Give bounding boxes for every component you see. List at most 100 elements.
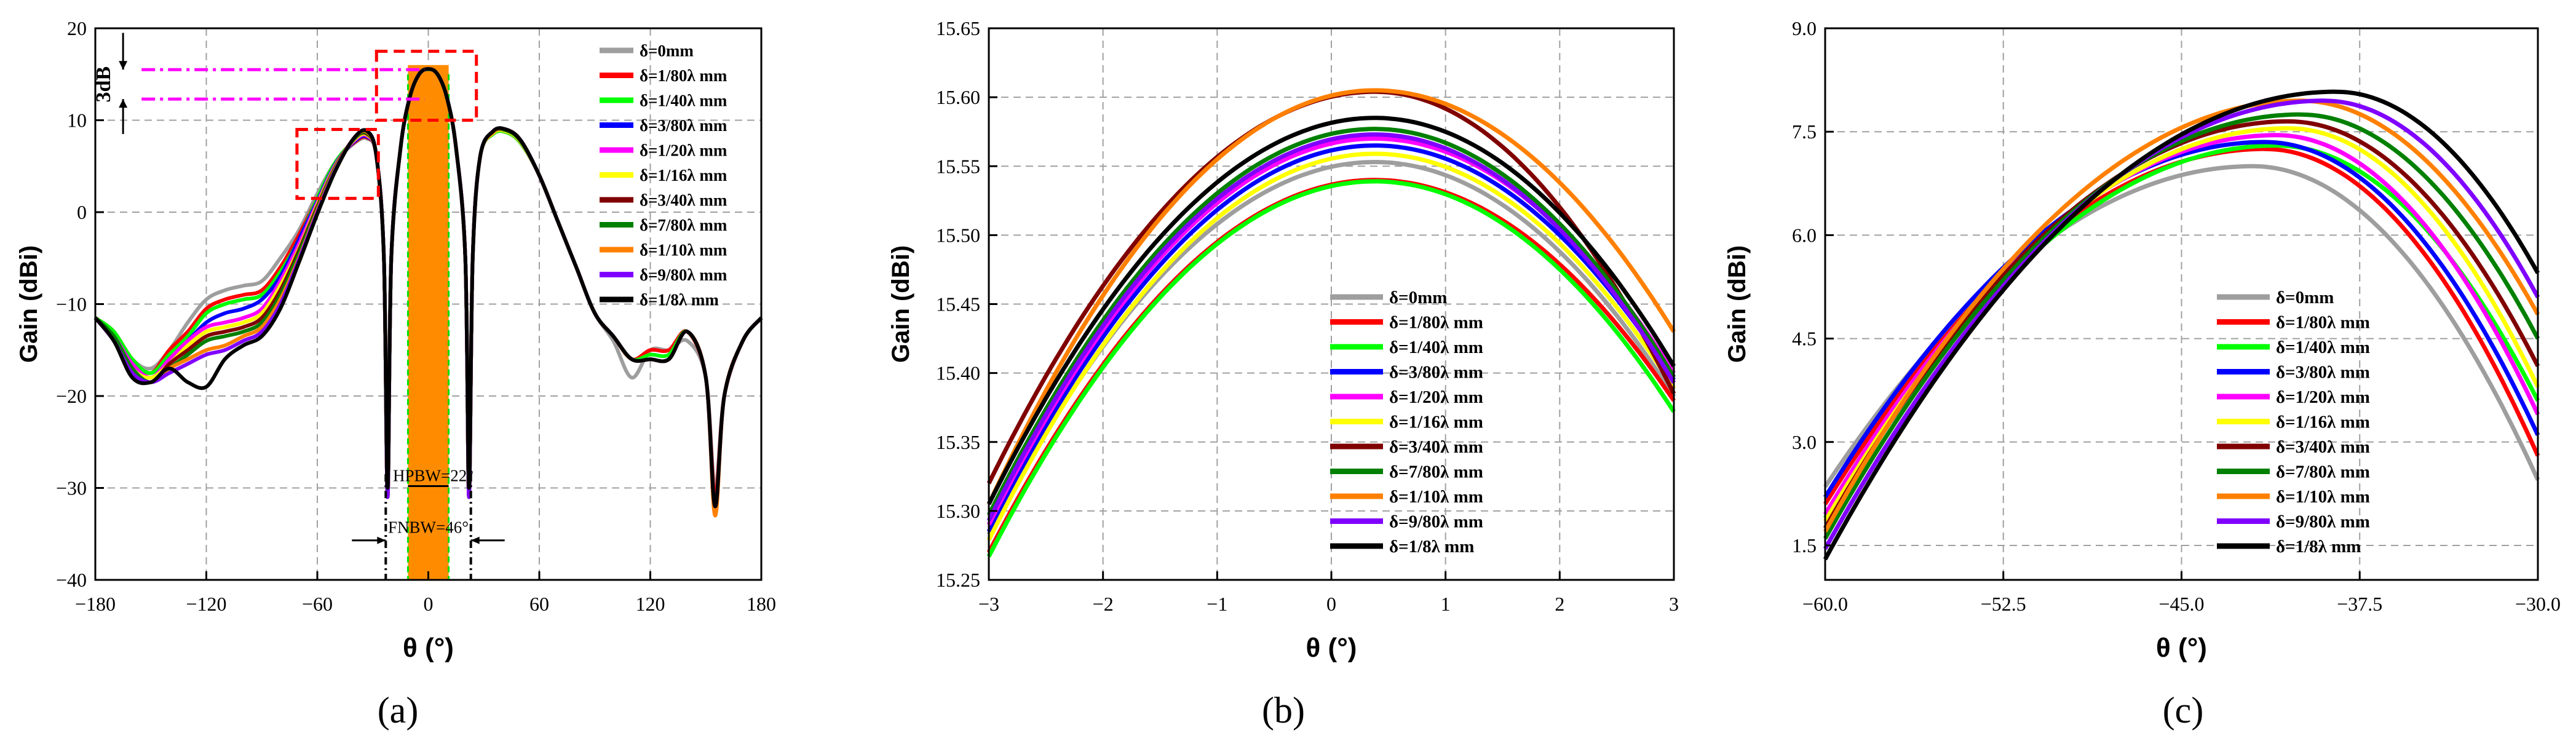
- y-tick-label: −30: [56, 477, 87, 499]
- legend-label: δ=0mm: [640, 41, 694, 60]
- legend-label: δ=1/10λ mm: [2276, 487, 2370, 507]
- series-line: [986, 132, 1676, 522]
- legend-label: δ=3/40λ mm: [640, 191, 727, 209]
- series-line: [986, 179, 1676, 558]
- y-tick-label: 15.55: [936, 155, 980, 177]
- x-tick-label: −3: [978, 593, 999, 615]
- legend-label: δ=1/80λ mm: [2276, 313, 2370, 333]
- y-tick-label: 15.50: [936, 224, 980, 246]
- legend-label: δ=1/16λ mm: [1389, 413, 1483, 432]
- legend-label: δ=3/40λ mm: [2276, 437, 2370, 457]
- legend-label: δ=1/10λ mm: [640, 240, 727, 259]
- y-tick-label: 20: [67, 17, 87, 39]
- legend-label: δ=0mm: [1389, 288, 1447, 307]
- fnbw-label: FNBW=46°: [388, 518, 469, 537]
- x-tick-label: −37.5: [2337, 593, 2382, 615]
- panel-label: (a): [378, 690, 419, 731]
- legend: δ=0mm δ=1/80λ mm δ=1/40λ mm δ=3/80λ mm δ=1/2…: [1330, 288, 1483, 557]
- legend-label: δ=9/80λ mm: [1389, 512, 1483, 532]
- series-line: [1823, 98, 2540, 550]
- series-line: [986, 143, 1676, 533]
- series-line: [1823, 98, 2540, 533]
- y-tick-label: 4.5: [1792, 328, 1817, 350]
- legend-label: δ=9/80λ mm: [2276, 512, 2370, 532]
- y-tick-label: 15.35: [936, 431, 980, 453]
- main-lobe-box: [375, 49, 478, 122]
- legend-label: δ=3/40λ mm: [1389, 437, 1483, 457]
- legend-label: δ=7/80λ mm: [640, 216, 727, 234]
- x-tick-label: 0: [424, 593, 434, 615]
- panel-label: (b): [1262, 690, 1305, 731]
- x-tick-label: −45.0: [2158, 593, 2204, 615]
- series-line: [1823, 112, 2540, 540]
- legend-label: δ=1/80λ mm: [640, 66, 727, 85]
- panel-2: δ=0mm δ=1/80λ mm δ=1/40λ mm δ=3/80λ mm δ=1/2…: [887, 17, 1679, 731]
- y-tick-label: 9.0: [1792, 17, 1817, 39]
- legend-label: δ=1/40λ mm: [640, 91, 727, 109]
- series-line: [986, 151, 1676, 541]
- fnbw-arrowhead-right: [470, 536, 480, 544]
- legend-label: δ=1/20λ mm: [640, 141, 727, 159]
- y-tick-label: 10: [67, 109, 87, 132]
- legend-label: δ=1/10λ mm: [1389, 487, 1483, 507]
- legend-label: δ=1/8λ mm: [640, 290, 719, 309]
- legend-label: δ=1/8λ mm: [2276, 537, 2361, 557]
- legend-label: δ=0mm: [2276, 288, 2334, 307]
- series-group: [1823, 89, 2540, 561]
- x-tick-label: 1: [1441, 593, 1451, 615]
- gridlines: [1825, 28, 2538, 580]
- series-group: [93, 66, 763, 518]
- legend-label: δ=1/80λ mm: [1389, 313, 1483, 333]
- legend-label: δ=1/20λ mm: [2276, 387, 2370, 407]
- x-tick-label: 0: [1326, 593, 1336, 615]
- legend-label: δ=1/20λ mm: [1389, 387, 1483, 407]
- x-tick-label: −1: [1207, 593, 1227, 615]
- y-tick-label: 15.60: [936, 86, 980, 108]
- y-tick-label: −10: [56, 293, 87, 315]
- x-tick-label: −52.5: [1981, 593, 2026, 615]
- panel-3: δ=0mm δ=1/80λ mm δ=1/40λ mm δ=3/80λ mm δ=1/2…: [1724, 17, 2561, 731]
- y-axis-title: Gain (dBi): [15, 245, 42, 363]
- y-axis-title: Gain (dBi): [887, 245, 914, 363]
- series-group: [986, 88, 1676, 558]
- y-tick-label: 15.30: [936, 500, 980, 522]
- x-tick-label: −120: [186, 593, 226, 615]
- series-line: [93, 67, 763, 509]
- side-lobe-box: [295, 127, 380, 200]
- legend-label: δ=1/40λ mm: [2276, 338, 2370, 357]
- y-tick-label: 0: [77, 201, 87, 223]
- x-tick-label: 120: [636, 593, 665, 615]
- hpbw-band: [408, 65, 449, 581]
- hpbw-label: HPBW=22°: [393, 467, 474, 485]
- x-tick-label: 3: [1669, 593, 1679, 615]
- legend: δ=0mm δ=1/80λ mm δ=1/40λ mm δ=3/80λ mm δ=1/2…: [2217, 288, 2370, 557]
- legend-label: δ=9/80λ mm: [640, 266, 727, 284]
- y-tick-label: 7.5: [1792, 121, 1817, 143]
- three-db-arrowhead-bottom: [119, 99, 128, 108]
- series-line: [1823, 89, 2540, 561]
- x-tick-label: −2: [1093, 593, 1114, 615]
- three-db-arrowhead-top: [119, 61, 128, 70]
- y-tick-label: 15.40: [936, 362, 980, 384]
- legend-label: δ=1/40λ mm: [1389, 338, 1483, 357]
- legend: δ=0mm δ=1/80λ mm δ=1/40λ mm δ=3/80λ mm δ=1/2…: [600, 41, 727, 309]
- x-tick-label: −60.0: [1802, 593, 1848, 615]
- x-tick-label: −30.0: [2515, 593, 2561, 615]
- legend-label: δ=1/16λ mm: [2276, 413, 2370, 432]
- y-tick-label: 1.5: [1792, 534, 1817, 557]
- x-tick-label: 60: [529, 593, 549, 615]
- y-tick-label: 3.0: [1792, 431, 1817, 453]
- y-tick-label: 6.0: [1792, 224, 1817, 246]
- fnbw-arrowhead-left: [377, 536, 386, 544]
- x-axis-title: θ (°): [403, 633, 454, 663]
- x-axis-title: θ (°): [1306, 633, 1357, 663]
- x-tick-label: −180: [75, 593, 116, 615]
- y-tick-label: −40: [56, 569, 87, 591]
- legend-label: δ=3/80λ mm: [640, 116, 727, 135]
- y-tick-label: 15.65: [936, 17, 980, 39]
- y-tick-label: −20: [56, 385, 87, 407]
- series-line: [986, 88, 1676, 505]
- y-tick-label: 15.25: [936, 569, 980, 591]
